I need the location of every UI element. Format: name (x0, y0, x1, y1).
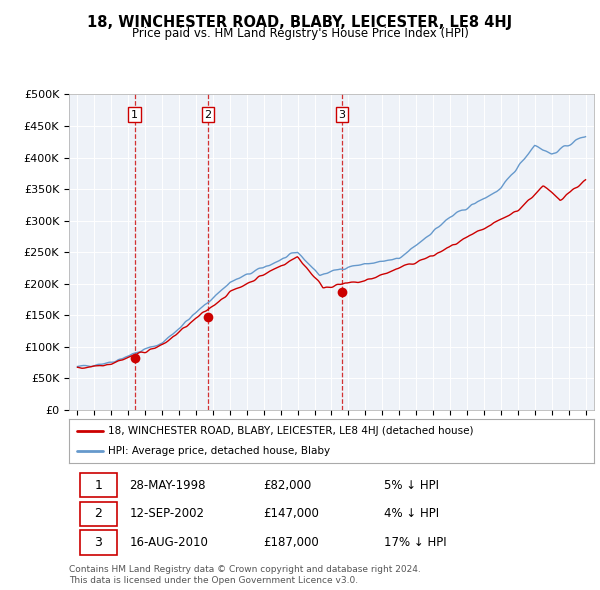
Text: 17% ↓ HPI: 17% ↓ HPI (384, 536, 446, 549)
Text: 3: 3 (94, 536, 103, 549)
Text: Price paid vs. HM Land Registry's House Price Index (HPI): Price paid vs. HM Land Registry's House … (131, 27, 469, 40)
Text: 1: 1 (131, 110, 138, 120)
Text: 3: 3 (338, 110, 346, 120)
Text: 1: 1 (94, 478, 103, 491)
Text: £82,000: £82,000 (263, 478, 311, 491)
Text: Contains HM Land Registry data © Crown copyright and database right 2024.
This d: Contains HM Land Registry data © Crown c… (69, 565, 421, 585)
FancyBboxPatch shape (79, 502, 118, 526)
Text: 28-MAY-1998: 28-MAY-1998 (130, 478, 206, 491)
Text: 4% ↓ HPI: 4% ↓ HPI (384, 507, 439, 520)
Text: 16-AUG-2010: 16-AUG-2010 (130, 536, 208, 549)
Text: 18, WINCHESTER ROAD, BLABY, LEICESTER, LE8 4HJ: 18, WINCHESTER ROAD, BLABY, LEICESTER, L… (88, 15, 512, 30)
Text: HPI: Average price, detached house, Blaby: HPI: Average price, detached house, Blab… (109, 446, 331, 456)
Text: 18, WINCHESTER ROAD, BLABY, LEICESTER, LE8 4HJ (detached house): 18, WINCHESTER ROAD, BLABY, LEICESTER, L… (109, 426, 474, 436)
Text: 2: 2 (205, 110, 211, 120)
FancyBboxPatch shape (79, 473, 118, 497)
Text: 2: 2 (94, 507, 103, 520)
Text: 12-SEP-2002: 12-SEP-2002 (130, 507, 205, 520)
Text: £147,000: £147,000 (263, 507, 319, 520)
Text: £187,000: £187,000 (263, 536, 319, 549)
Text: 5% ↓ HPI: 5% ↓ HPI (384, 478, 439, 491)
FancyBboxPatch shape (79, 530, 118, 555)
